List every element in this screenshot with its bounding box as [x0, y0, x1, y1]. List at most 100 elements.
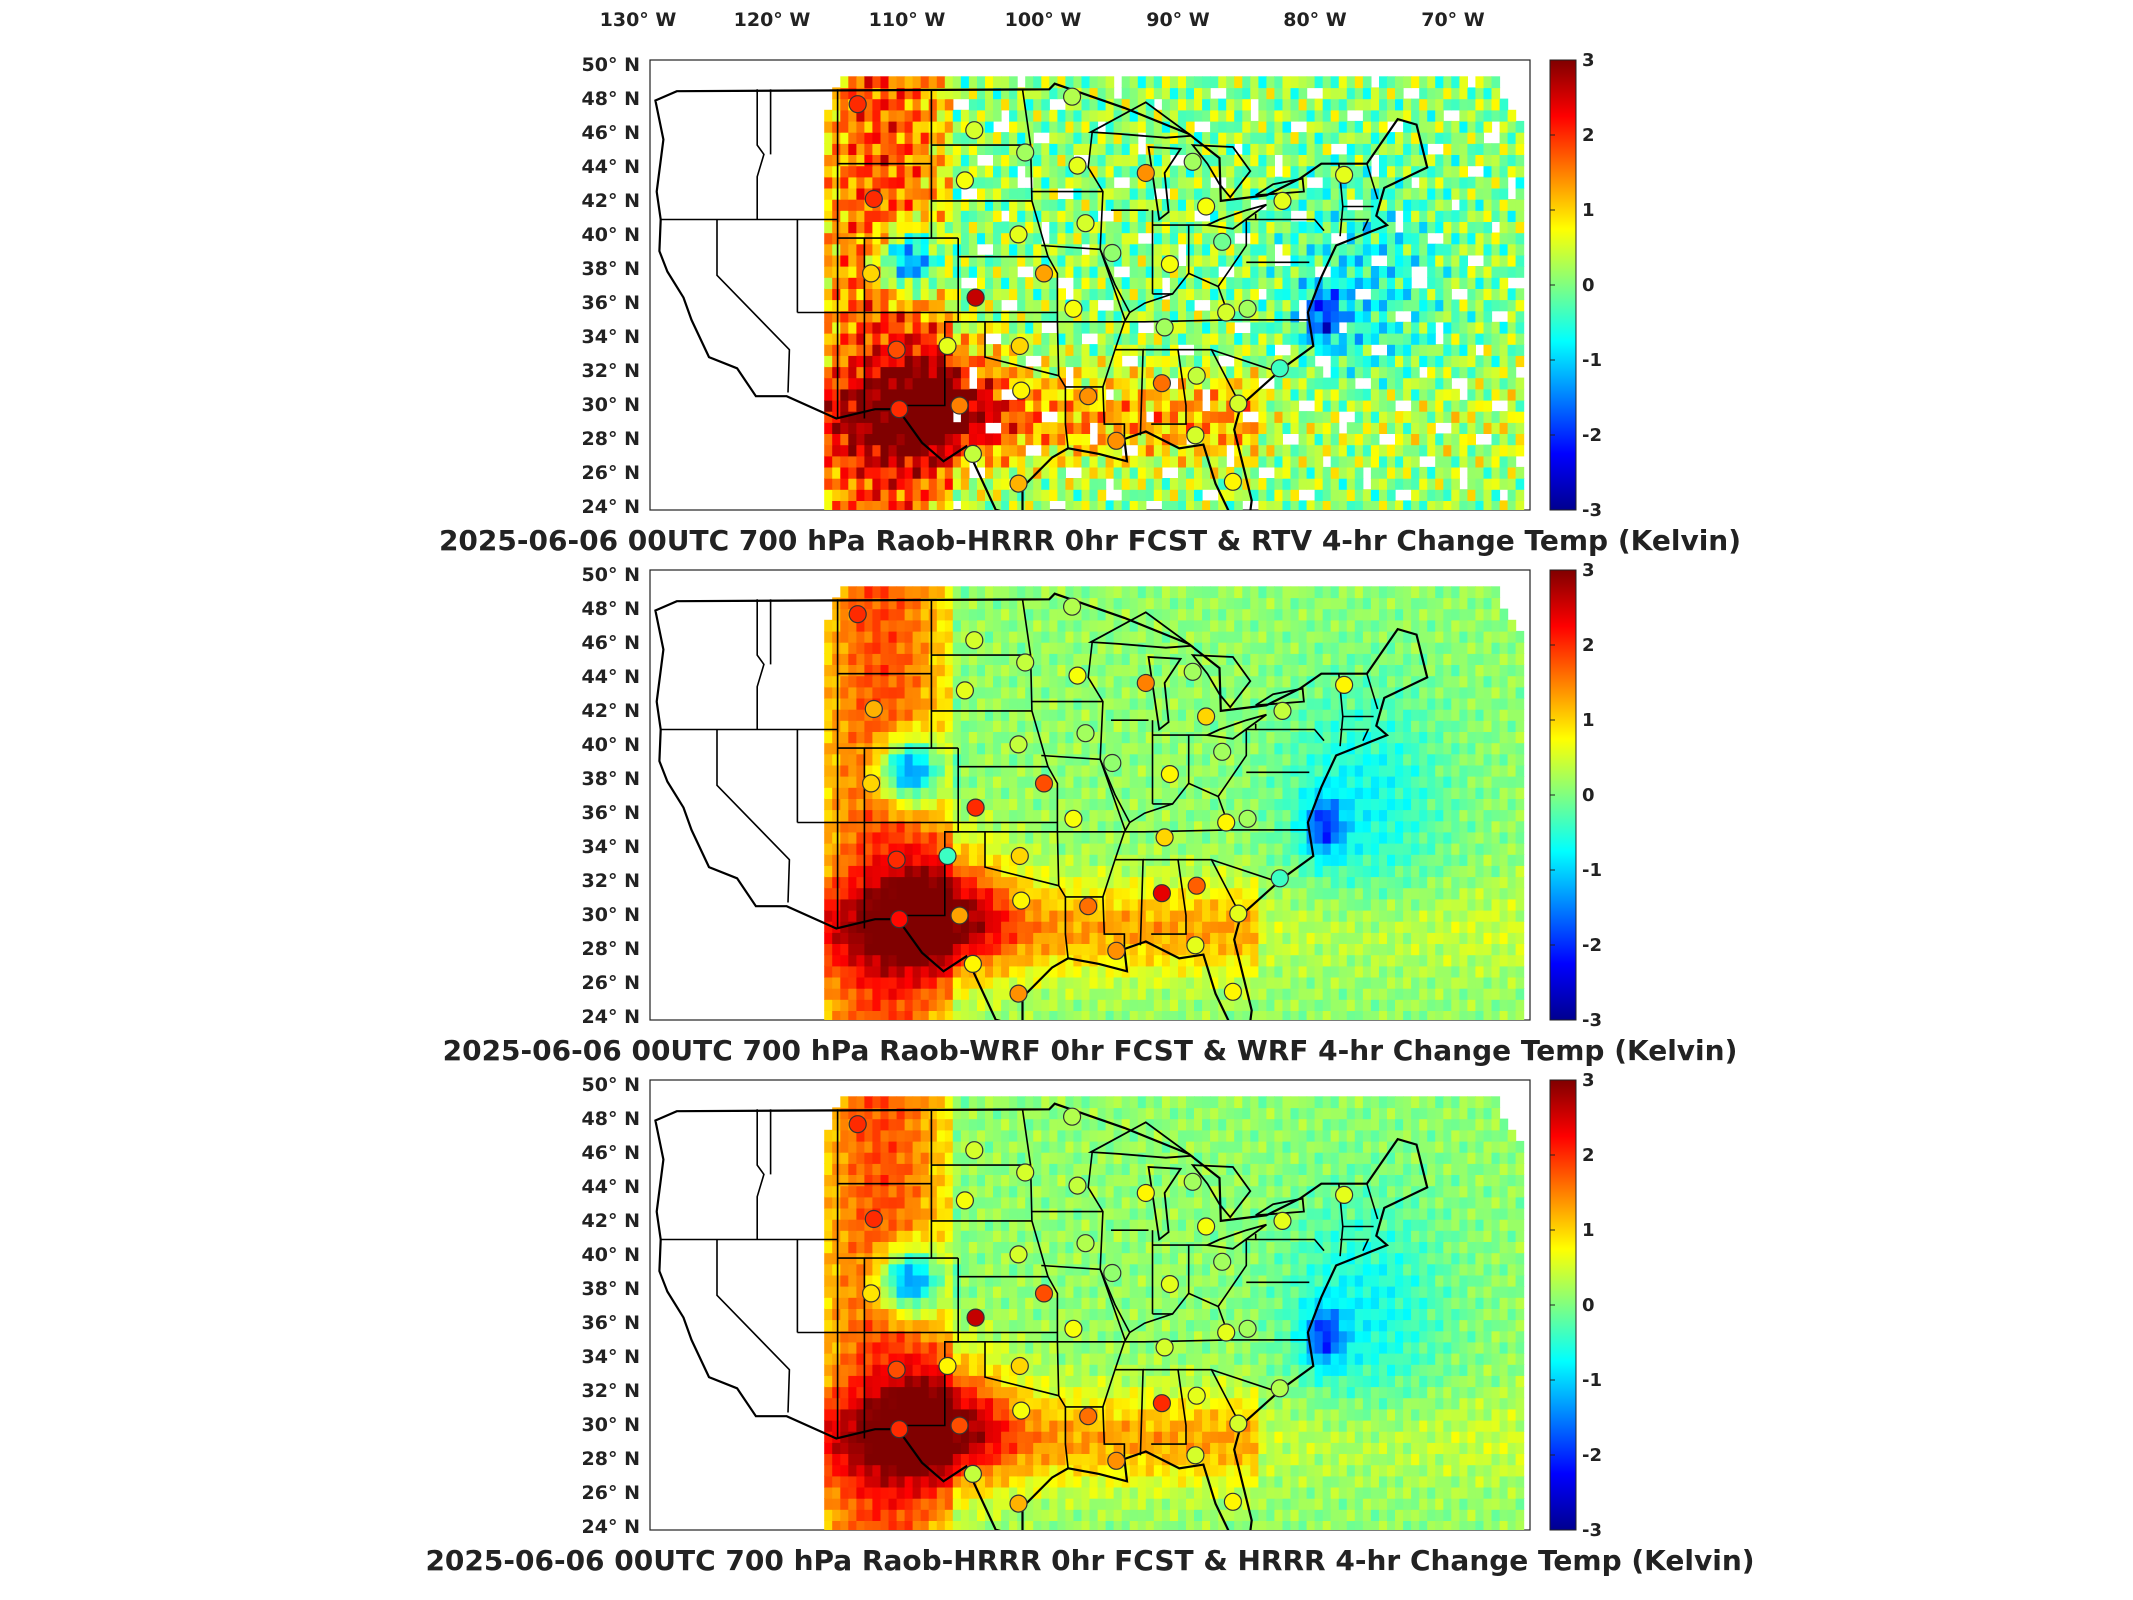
station-marker [1136, 1183, 1155, 1203]
lat-label: 50° N [582, 1074, 640, 1096]
lat-label: 24° N [582, 496, 640, 518]
lake-outline [1255, 687, 1305, 707]
state-line [1211, 858, 1274, 881]
lat-label: 28° N [582, 1448, 640, 1470]
station-marker [1186, 936, 1205, 955]
station-marker [1009, 474, 1028, 493]
lake-outline [1190, 1164, 1252, 1219]
state-line [1255, 218, 1325, 232]
temperature-field [824, 76, 1525, 510]
state-line [1129, 1313, 1173, 1334]
station-marker [1217, 303, 1236, 322]
station-marker [1107, 1451, 1126, 1470]
lon-label: 120° W [734, 9, 811, 31]
coastline [654, 592, 1429, 1020]
station-marker [887, 850, 906, 869]
lake-outline [1255, 177, 1305, 197]
temperature-field [824, 1096, 1525, 1530]
lake-outline [1204, 713, 1267, 740]
raob-stations [848, 1107, 1354, 1513]
state-line [756, 1109, 765, 1240]
colorbar-tick-label: -2 [1582, 1445, 1602, 1466]
station-marker [963, 954, 983, 974]
station-marker [1009, 225, 1028, 244]
colorbar-tick-label: -3 [1582, 500, 1602, 521]
state-line [1099, 1268, 1131, 1408]
station-marker [950, 1416, 969, 1435]
station-marker [1012, 891, 1031, 910]
station-marker [848, 1115, 867, 1134]
station-marker [1217, 1323, 1236, 1342]
state-line [1065, 1406, 1126, 1459]
station-marker [1334, 165, 1354, 184]
station-marker [1034, 264, 1054, 283]
colorbar-tick-label: 0 [1582, 1295, 1595, 1316]
lake-outline [1190, 654, 1252, 709]
station-marker [1079, 387, 1098, 406]
raob-stations [848, 597, 1354, 1003]
state-line [1366, 1183, 1379, 1220]
station-marker [938, 1356, 957, 1376]
panel-title-raob-hrrr-hrrr: 2025-06-06 00UTC 700 hPa Raob-HRRR 0hr F… [425, 1544, 1754, 1577]
lat-label: 36° N [582, 802, 640, 824]
state-line [1087, 132, 1127, 323]
station-marker [1160, 764, 1180, 784]
station-marker [1223, 472, 1243, 491]
lat-label: 46° N [582, 632, 640, 654]
station-marker [1009, 735, 1028, 754]
colorbar-tick-label: 0 [1582, 275, 1595, 296]
station-marker [1009, 1494, 1028, 1513]
state-line [1057, 1339, 1308, 1343]
lat-label: 32° N [582, 870, 640, 892]
lat-label: 34° N [582, 326, 640, 348]
state-line [1057, 319, 1308, 323]
station-marker [1076, 724, 1095, 743]
station-marker [955, 681, 975, 700]
colorbar-tick-label: 2 [1582, 1145, 1595, 1166]
station-marker [955, 1191, 975, 1210]
state-line [716, 729, 791, 903]
lon-label: 110° W [869, 9, 946, 31]
station-marker [1016, 1163, 1035, 1182]
lat-label: 48° N [582, 88, 640, 110]
station-marker [1223, 982, 1243, 1001]
station-marker [955, 171, 975, 190]
station-marker [950, 906, 969, 925]
station-marker [966, 288, 985, 307]
panel-raob-hrrr-rtv: 50° N 48° N 46° N 44° N 42° N 40° N 38° N 36° N… [582, 50, 1602, 521]
state-line [756, 599, 765, 730]
panel-raob-wrf: 50° N 48° N 46° N 44° N 42° N 40° N 38° N 36° N… [582, 560, 1602, 1031]
station-marker [1010, 1356, 1029, 1376]
station-marker [864, 189, 883, 209]
station-marker [848, 95, 867, 114]
lat-label: 42° N [582, 190, 640, 212]
state-line [1255, 1238, 1325, 1252]
lat-label: 30° N [582, 394, 640, 416]
state-line [1211, 1368, 1274, 1391]
state-line [716, 1239, 791, 1413]
station-marker [1223, 1492, 1243, 1511]
lat-label: 36° N [582, 1312, 640, 1334]
station-marker [1107, 941, 1126, 960]
station-marker [1183, 152, 1202, 171]
station-marker [1103, 243, 1122, 263]
station-marker [1229, 904, 1248, 923]
coastline [654, 82, 1429, 510]
station-marker [1273, 701, 1292, 721]
colorbar: 3 2 1 0 -1 -2 -3 [1549, 560, 1602, 1031]
colorbar-tick-label: -3 [1582, 1010, 1602, 1031]
state-line [1041, 1264, 1101, 1271]
station-marker [1273, 1211, 1292, 1231]
station-marker [1187, 1386, 1206, 1405]
lat-label: 28° N [582, 428, 640, 450]
state-line [716, 219, 791, 393]
lat-label: 28° N [582, 938, 640, 960]
station-marker [1076, 1234, 1095, 1253]
station-marker [1136, 163, 1155, 183]
station-marker [861, 264, 881, 283]
station-marker [1107, 431, 1126, 450]
station-marker [1270, 1379, 1289, 1398]
lon-label: 80° W [1283, 9, 1347, 31]
colorbar: 3 2 1 0 -1 -2 -3 [1549, 50, 1602, 521]
